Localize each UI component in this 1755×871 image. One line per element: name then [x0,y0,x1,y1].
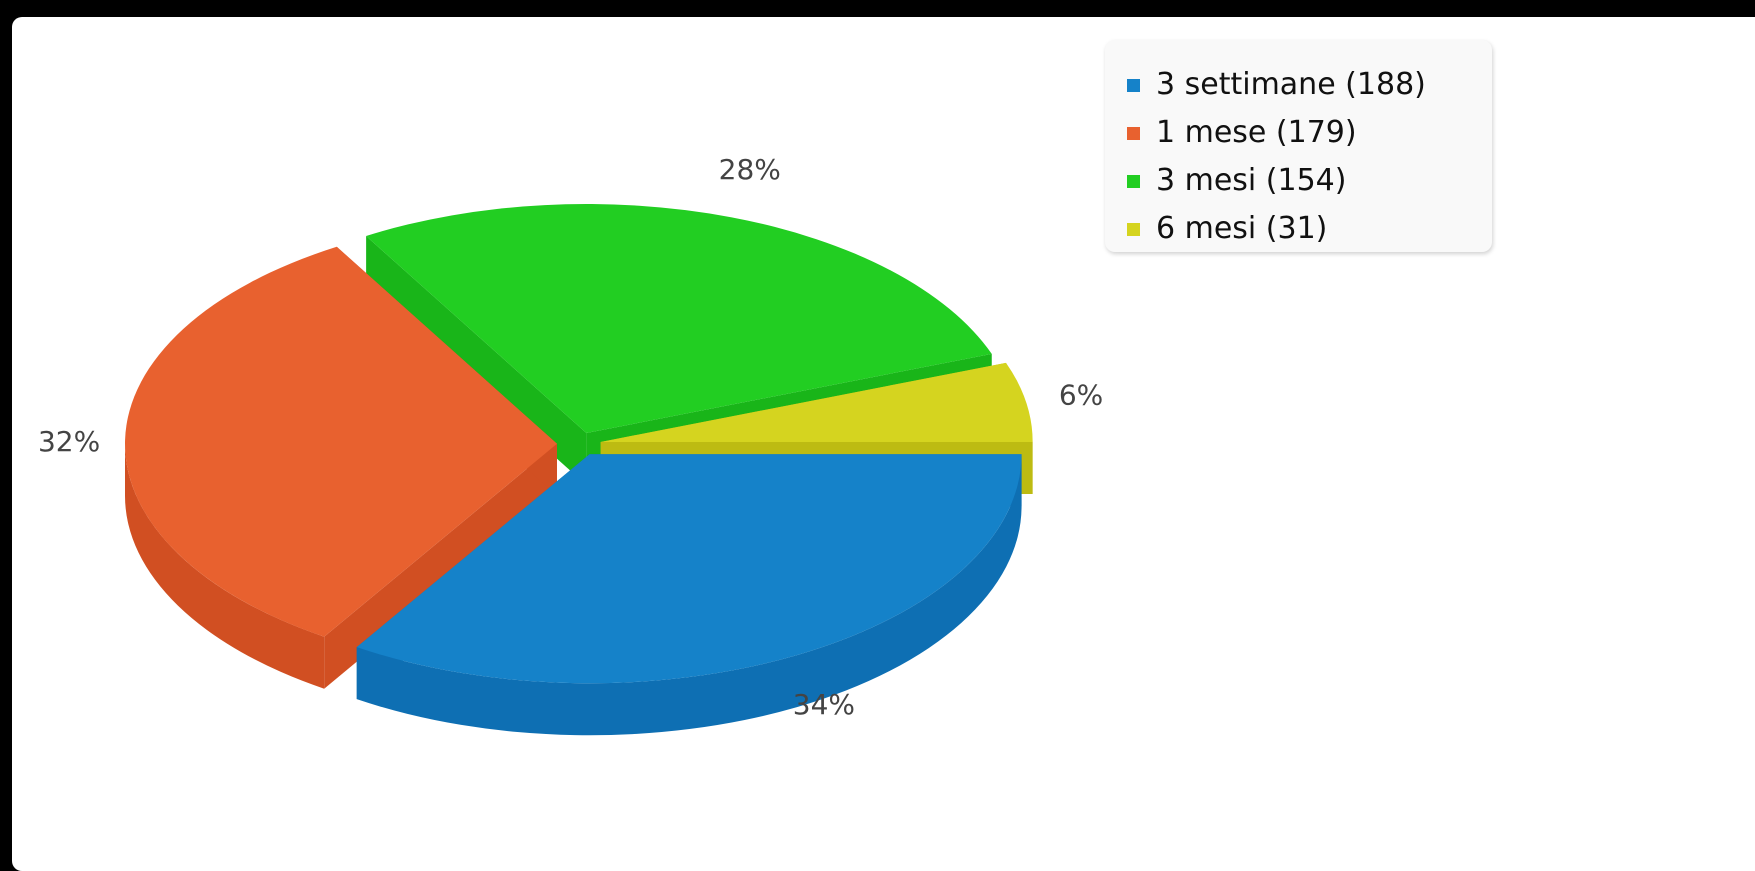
pie-slice[interactable] [366,204,992,434]
pie-slice-percent-label: 32% [38,425,100,458]
pie-slice-side [356,454,1022,736]
pie-slice-percent-label: 28% [719,153,781,186]
pie-slice-percent-label: 6% [1059,378,1103,411]
chart-frame: 34% 32% 28% 6% 3 settimane (188) 1 mese (17… [12,17,1755,871]
legend-swatch-icon [1127,174,1140,188]
pie-chart: 34% 32% 28% 6% [38,153,1103,736]
pie-slice-percent-label: 34% [793,688,855,721]
legend-label: 1 mese (179) [1156,115,1357,150]
legend-swatch-icon [1127,222,1140,236]
legend-label: 6 mesi (31) [1156,211,1328,246]
legend-label: 3 mesi (154) [1156,163,1347,198]
pie-labels: 34% 32% 28% 6% [38,153,1103,721]
legend-swatch-icon [1127,78,1140,92]
pie-slice-side [125,443,325,689]
pie-slice[interactable] [356,454,1022,684]
pie-slice[interactable] [125,246,558,637]
legend-label: 3 settimane (188) [1156,67,1426,102]
pie-tops [125,204,1033,684]
legend: 3 settimane (188) 1 mese (179) 3 mesi (1… [1105,40,1492,252]
legend-swatch-icon [1127,126,1140,140]
pie-slice[interactable] [600,362,1033,442]
